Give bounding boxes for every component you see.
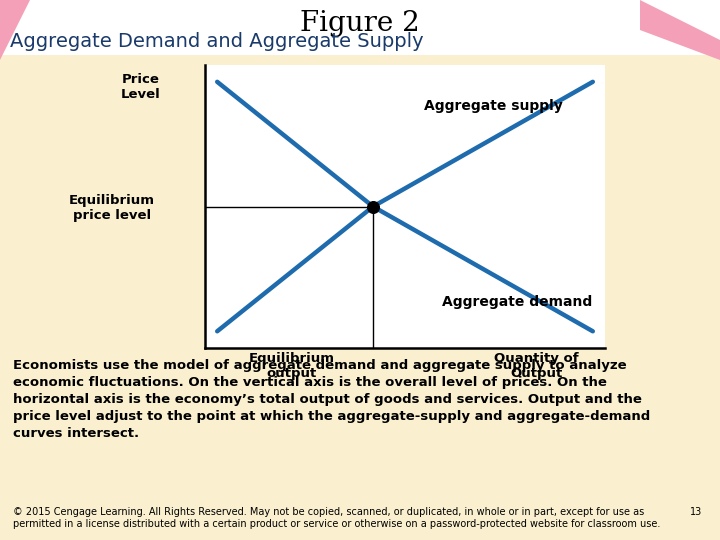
Bar xyxy=(0,0,720,55)
Polygon shape xyxy=(640,0,720,60)
Text: Aggregate Demand and Aggregate Supply: Aggregate Demand and Aggregate Supply xyxy=(10,32,423,51)
Text: Aggregate demand: Aggregate demand xyxy=(442,295,592,309)
Text: 13: 13 xyxy=(690,507,702,517)
Text: Equilibrium
output: Equilibrium output xyxy=(248,352,335,380)
Point xyxy=(367,202,379,211)
Polygon shape xyxy=(0,0,30,60)
Text: Price
Level: Price Level xyxy=(120,73,161,101)
Text: Economists use the model of aggregate demand and aggregate supply to analyze
eco: Economists use the model of aggregate de… xyxy=(13,359,650,440)
Text: Equilibrium
price level: Equilibrium price level xyxy=(68,194,155,222)
Text: Figure 2: Figure 2 xyxy=(300,10,420,37)
Polygon shape xyxy=(640,0,720,40)
Text: © 2015 Cengage Learning. All Rights Reserved. May not be copied, scanned, or dup: © 2015 Cengage Learning. All Rights Rese… xyxy=(13,507,660,529)
Text: Aggregate supply: Aggregate supply xyxy=(423,99,562,113)
Text: Quantity of
Output: Quantity of Output xyxy=(494,352,579,380)
